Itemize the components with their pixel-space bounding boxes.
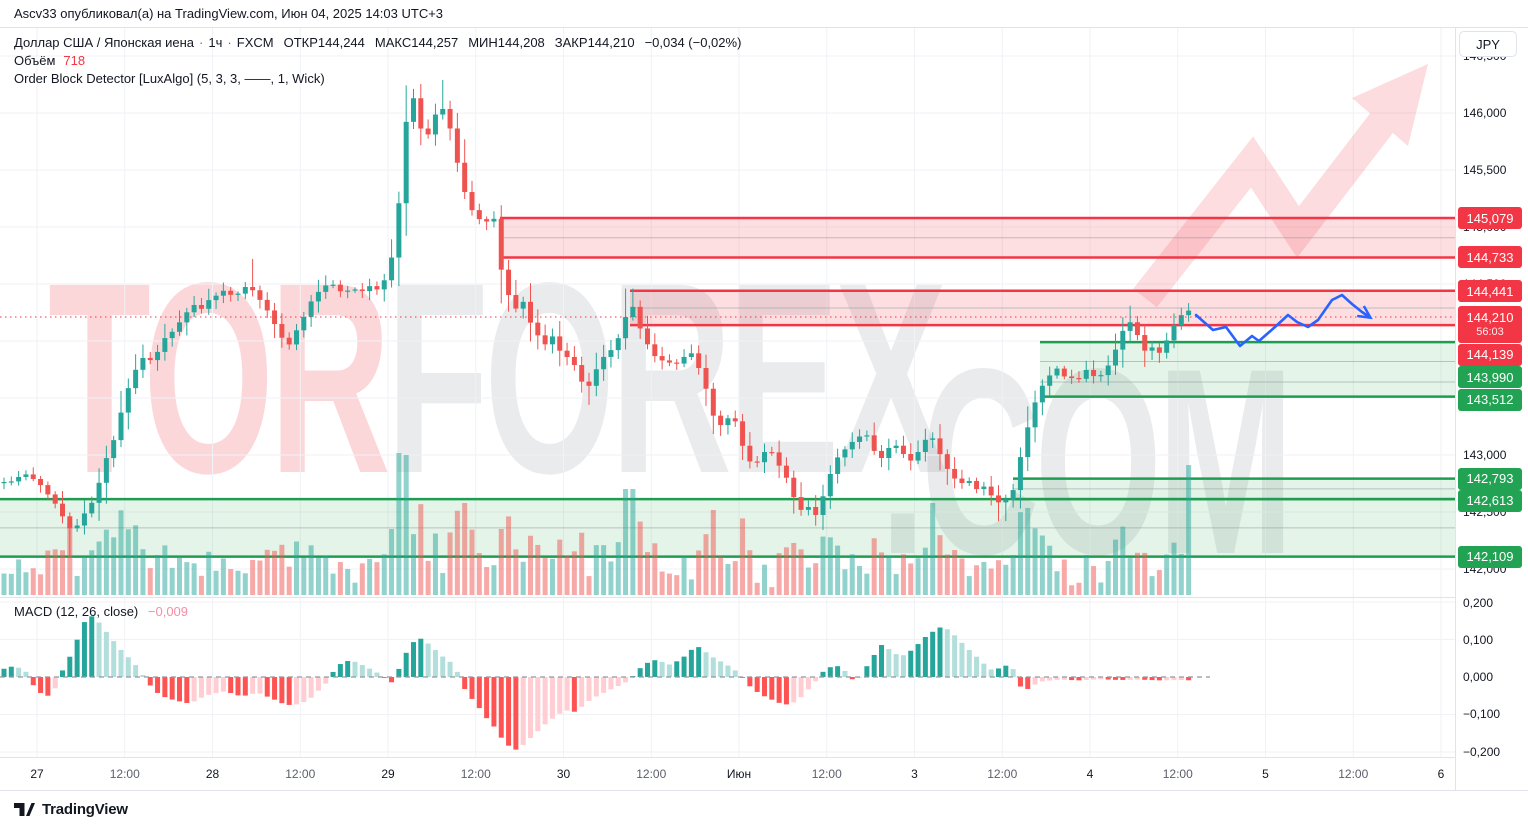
symbol-exchange: FXCM — [236, 34, 274, 50]
macd-legend-row[interactable]: MACD (12, 26, close) −0,009 — [14, 604, 188, 619]
price-level-chip: 143,990 — [1458, 366, 1522, 388]
volume-series — [1, 453, 1192, 595]
symbol-interval[interactable]: 1ч — [208, 34, 223, 50]
time-axis-label: 12:00 — [285, 767, 316, 781]
attribution-bar: Ascv33 опубликовал(а) на TradingView.com… — [0, 0, 1528, 28]
price-level-chip: 142,793 — [1458, 467, 1522, 490]
price-axis-label: 145,500 — [1463, 163, 1507, 177]
ohlc-high: МАКС144,257 — [374, 34, 459, 50]
time-axis-label: 6 — [1437, 767, 1445, 781]
volume-label[interactable]: Объём — [14, 52, 56, 68]
price-level-chip: 142,613 — [1458, 489, 1522, 512]
volume-legend-row[interactable]: Объём 718 — [14, 51, 741, 69]
legend-separator: · — [227, 34, 232, 50]
ohlc-open: ОТКР144,244 — [283, 34, 365, 50]
symbol-legend-row[interactable]: Доллар США / Японская иена · 1ч · FXCM О… — [14, 33, 741, 51]
time-axis-label: 29 — [381, 767, 395, 781]
watermark-arrow-icon — [1133, 64, 1428, 308]
price-axis-label: 146,000 — [1463, 106, 1507, 120]
orderblock-zone-demand-1 — [1040, 342, 1455, 397]
time-axis-label: 4 — [1086, 767, 1094, 781]
currency-toggle-button[interactable]: JPY — [1459, 31, 1517, 57]
macd-value: −0,009 — [147, 604, 189, 619]
ohlc-low: МИН144,208 — [468, 34, 545, 50]
chart-area[interactable]: TORFOREX .COM Доллар США / Японская иена… — [0, 28, 1528, 790]
price-level-chip: 145,079 — [1458, 207, 1522, 229]
attribution-text: Ascv33 опубликовал(а) на TradingView.com… — [14, 6, 444, 21]
time-axis[interactable]: 27 12:00 28 12:00 29 12:00 30 12:00 Июн 12:00 3 12:… — [0, 757, 1455, 790]
price-axis[interactable]: JPY 146,500146,000145,500145,000144,5001… — [1455, 28, 1528, 790]
time-axis-label: 12:00 — [460, 767, 491, 781]
price-level-chip: 144,733 — [1458, 246, 1522, 268]
ohlc-close: ЗАКР144,210 — [554, 34, 635, 50]
footer-bar: TradingView — [0, 790, 1528, 828]
indicator-title[interactable]: Order Block Detector [LuxAlgo] (5, 3, 3,… — [14, 70, 325, 86]
tradingview-brand-text[interactable]: TradingView — [42, 801, 128, 818]
macd-title[interactable]: MACD (12, 26, close) — [14, 604, 139, 619]
volume-value: 718 — [63, 52, 86, 68]
time-axis-label: 12:00 — [1162, 767, 1193, 781]
time-axis-label: 3 — [911, 767, 918, 781]
macd-histogram-series — [1, 616, 1192, 750]
price-level-chip: 142,109 — [1458, 545, 1522, 568]
time-axis-label: 30 — [556, 767, 571, 781]
chart-canvas[interactable] — [0, 28, 1455, 790]
macd-axis-label: 0,200 — [1463, 596, 1494, 610]
time-axis-label: 28 — [205, 767, 220, 781]
price-axis-label: 143,000 — [1463, 448, 1507, 462]
watermark-forex: FOREX — [386, 226, 947, 530]
macd-axis-label: 0,100 — [1463, 633, 1494, 647]
time-axis-label: 12:00 — [1338, 767, 1369, 781]
change-value: −0,034 (−0,02%) — [644, 34, 742, 50]
time-axis-label: 12:00 — [987, 767, 1018, 781]
macd-axis-label: 0,000 — [1463, 670, 1494, 684]
time-axis-label: Июн — [726, 767, 752, 781]
candlestick-series — [1, 79, 1192, 557]
time-axis-label: 12:00 — [636, 767, 667, 781]
macd-axis-label: −0,200 — [1463, 745, 1501, 759]
current-price-chip: 144,210 56:03 — [1458, 306, 1522, 343]
time-axis-label: 5 — [1262, 767, 1269, 781]
watermark-brand: TORFOREX — [48, 242, 947, 514]
macd-axis-label: −0,100 — [1463, 707, 1501, 721]
price-level-chip: 144,139 — [1458, 343, 1522, 366]
projection-arrow-line — [1194, 293, 1368, 348]
chart-legend: Доллар США / Японская иена · 1ч · FXCM О… — [14, 33, 741, 87]
price-level-chip: 143,512 — [1458, 388, 1522, 411]
current-price-value: 144,210 — [1466, 309, 1514, 325]
time-axis-label: 27 — [30, 767, 44, 781]
indicator-legend-row[interactable]: Order Block Detector [LuxAlgo] (5, 3, 3,… — [14, 69, 741, 87]
tradingview-logo-icon[interactable] — [14, 800, 35, 819]
price-level-chip: 144,441 — [1458, 280, 1522, 302]
time-axis-label: 12:00 — [811, 767, 842, 781]
legend-separator: · — [199, 34, 204, 50]
bar-countdown: 56:03 — [1476, 325, 1504, 338]
time-axis-label: 12:00 — [109, 767, 140, 781]
symbol-title[interactable]: Доллар США / Японская иена — [14, 34, 195, 50]
